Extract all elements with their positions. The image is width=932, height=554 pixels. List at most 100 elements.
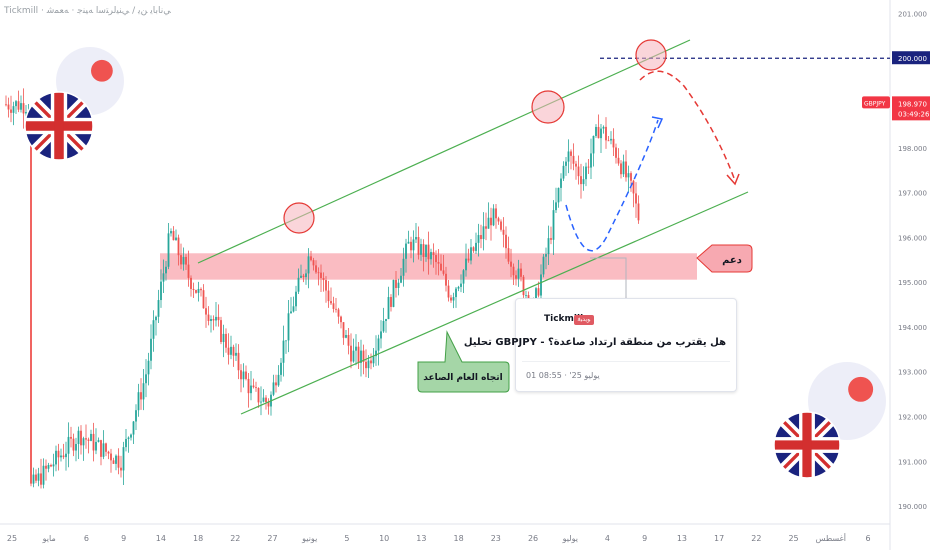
candle-body <box>267 402 270 407</box>
candle-body <box>92 433 95 451</box>
candle-body <box>220 320 222 343</box>
candle-body <box>122 447 125 471</box>
candle-body <box>462 270 465 284</box>
candle-body <box>500 221 502 230</box>
candle-body <box>102 443 105 457</box>
candle-body <box>562 165 565 179</box>
key-level-tag <box>892 51 930 65</box>
candle-body <box>20 103 22 110</box>
candle-body <box>112 460 115 464</box>
candle-layer <box>5 88 640 489</box>
candle-body <box>17 101 20 110</box>
candle-body <box>242 371 245 380</box>
candle-body <box>160 281 162 301</box>
candle-body <box>465 258 467 271</box>
candle-body <box>457 286 460 289</box>
time-tick-label: 22 <box>230 534 240 543</box>
time-tick-label: 13 <box>416 534 426 543</box>
candle-body <box>607 140 610 142</box>
candle-body <box>60 455 62 458</box>
candle-body <box>212 319 215 321</box>
candle-body <box>87 439 90 441</box>
candle-body <box>342 322 345 338</box>
candle-body <box>510 261 512 267</box>
candle-body <box>127 437 130 439</box>
candle-body <box>557 187 560 203</box>
candle-body <box>547 238 550 255</box>
candle-body <box>325 280 327 291</box>
candle-body <box>45 465 47 469</box>
candle-body <box>352 350 355 362</box>
candle-body <box>580 176 582 185</box>
time-tick-label: 27 <box>267 534 277 543</box>
candle-body <box>385 319 387 322</box>
candle-body <box>382 321 385 332</box>
candle-body <box>582 179 585 185</box>
candle-body <box>155 316 157 321</box>
idea-card-title[interactable]: هل يقترب من منطقة ارتداد صاعدة؟ - GBPJPY… <box>463 337 726 348</box>
candle-body <box>485 226 487 229</box>
candle-body <box>540 274 542 296</box>
time-tick-label: 25 <box>788 534 798 543</box>
candle-body <box>442 270 445 274</box>
candle-body <box>330 301 332 304</box>
candle-body <box>177 237 180 256</box>
candle-body <box>275 382 277 386</box>
candle-body <box>600 128 602 139</box>
candle-body <box>327 290 330 302</box>
candle-body <box>437 262 440 264</box>
candle-body <box>217 316 220 321</box>
candle-body <box>617 157 620 164</box>
candle-body <box>37 473 40 481</box>
trend-callout-box <box>417 330 510 393</box>
candle-body <box>97 440 100 442</box>
chart-source-label: Tickmill · ﻲﻧﺎﺑﺎﻳ ﻦﻳ / ﻲﻨﻴﻟﺮﺘﺳﺍ ﻪﻴﻨﺟ · ﻪ… <box>4 6 171 16</box>
candle-body <box>570 151 572 156</box>
trend-callout-label: اتجاه العام الصاعد <box>423 373 503 383</box>
candle-body <box>455 288 457 298</box>
flag-body <box>774 412 840 478</box>
uk-flag-top-left <box>24 47 124 161</box>
candle-body <box>250 385 252 394</box>
candle-body <box>472 247 475 251</box>
time-tick-label: 14 <box>156 534 166 543</box>
candle-body <box>420 244 422 255</box>
candle-body <box>142 383 145 400</box>
candle-body <box>55 450 57 465</box>
candle-body <box>590 153 592 168</box>
candle-body <box>247 378 250 394</box>
flag-rim <box>773 411 841 479</box>
candle-body <box>72 438 75 451</box>
candle-body <box>482 226 485 240</box>
candle-body <box>345 335 347 338</box>
candle-body <box>397 282 400 288</box>
time-tick-label: يونيو <box>301 534 317 543</box>
candle-body <box>475 242 477 251</box>
candle-body <box>22 103 25 114</box>
candle-body <box>450 297 452 301</box>
candle-body <box>612 138 615 148</box>
candle-body <box>302 275 305 278</box>
candle-body <box>405 243 407 259</box>
touch-circle <box>283 202 315 234</box>
candle-body <box>67 436 70 454</box>
candle-body <box>32 474 35 484</box>
support-callout-box <box>696 244 753 273</box>
candle-body <box>230 346 232 355</box>
candle-body <box>15 101 17 107</box>
time-tick-label: 9 <box>642 534 647 543</box>
candle-body <box>575 163 577 167</box>
candle-body <box>435 255 437 263</box>
candle-body <box>202 290 205 309</box>
candle-body <box>497 218 500 222</box>
card-connector <box>590 257 627 298</box>
candle-body <box>47 465 50 469</box>
idea-card[interactable]: Tickmill ﻮﻳﺪﻴﻓ هل يقترب من منطقة ارتداد … <box>463 298 737 392</box>
candle-body <box>452 297 455 301</box>
candle-body <box>480 235 482 240</box>
candle-body <box>157 300 160 317</box>
candle-body <box>597 126 600 139</box>
time-tick-label: 17 <box>714 534 724 543</box>
projection-up-path <box>565 119 659 252</box>
